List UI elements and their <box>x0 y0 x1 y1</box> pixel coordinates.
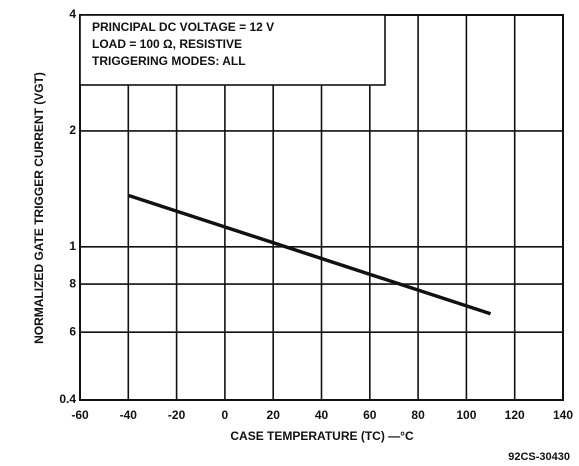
y-tick-label: 1 <box>69 239 76 253</box>
x-tick-label: 20 <box>267 408 281 422</box>
annotation-box <box>79 14 386 86</box>
y-tick-label: 2 <box>69 123 76 137</box>
line <box>127 193 492 316</box>
x-tick-label: -20 <box>168 408 186 422</box>
x-tick-label: 80 <box>411 408 425 422</box>
annotation: PRINCIPAL DC VOLTAGE = 12 V <box>92 20 274 34</box>
x-tick-label: 100 <box>456 408 476 422</box>
x-tick-label: -60 <box>71 408 89 422</box>
y-axis-label: NORMALIZED GATE TRIGGER CURRENT (VGT) <box>32 72 46 344</box>
x-tick-label: 0 <box>222 408 229 422</box>
y-tick-label: 4 <box>69 7 76 21</box>
x-tick-label: -40 <box>120 408 138 422</box>
x-tick-label: 120 <box>505 408 525 422</box>
x-axis-label: CASE TEMPERATURE (TC) —°C <box>230 429 414 443</box>
x-tick-label: 60 <box>363 408 377 422</box>
x-tick-label: 140 <box>553 408 573 422</box>
figure-id: 92CS-30430 <box>508 451 570 463</box>
annotation: TRIGGERING MODES: ALL <box>92 54 246 68</box>
y-tick-label: 0.4 <box>59 392 76 406</box>
y-tick-label: 8 <box>69 276 76 290</box>
x-tick-label: 40 <box>315 408 329 422</box>
annotation: LOAD = 100 Ω, RESISTIVE <box>92 37 242 51</box>
y-tick-label: 6 <box>69 324 76 338</box>
